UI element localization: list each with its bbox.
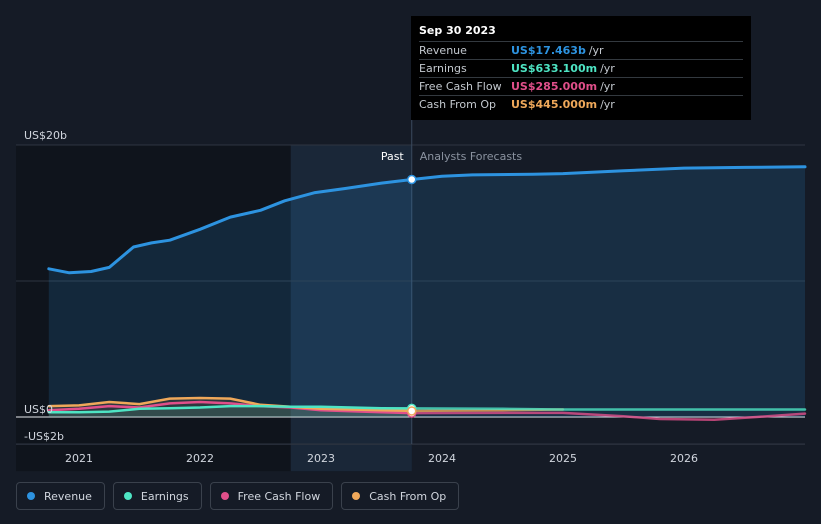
x-tick-label: 2026 (670, 452, 698, 465)
tooltip-row: Revenue US$17.463b/yr (419, 41, 743, 59)
free-cash-flow-forecast-line (410, 411, 807, 421)
tooltip-unit: /yr (600, 98, 615, 111)
y-tick-label: -US$2b (24, 430, 64, 443)
x-tick-label: 2024 (428, 452, 456, 465)
legend-label: Cash From Op (369, 489, 447, 503)
x-tick-label: 2025 (549, 452, 577, 465)
cash-from-op-past-line (47, 396, 414, 413)
revenue-marker (407, 174, 417, 185)
past-label: Past (381, 150, 405, 163)
earnings-forecast-line (410, 407, 807, 411)
legend-item-free-cash-flow[interactable]: Free Cash Flow (209, 482, 334, 510)
revenue-past-line (47, 178, 414, 275)
tooltip-label: Earnings (419, 62, 467, 75)
legend-item-cash-from-op[interactable]: Cash From Op (341, 482, 460, 510)
revenue-forecast-line (410, 165, 807, 181)
legend-dot-icon (123, 492, 132, 500)
forecast-label: Analysts Forecasts (420, 150, 523, 163)
tooltip-unit: /yr (600, 80, 615, 93)
x-tick-label: 2023 (307, 452, 335, 465)
x-tick-label: 2021 (65, 452, 93, 465)
legend-dot-icon (352, 492, 361, 500)
legend-item-earnings[interactable]: Earnings (112, 482, 202, 510)
tooltip-row: Free Cash Flow US$285.000m/yr (419, 77, 743, 95)
legend-label: Revenue (44, 489, 92, 503)
series-area (48, 398, 412, 417)
free-cash-flow-past-line (47, 400, 414, 415)
tooltip-date: Sep 30 2023 (419, 24, 496, 37)
y-tick-label: US$20b (24, 129, 67, 142)
legend: Revenue Earnings Free Cash Flow Cash From O… (16, 482, 460, 510)
tooltip-row: Earnings US$633.100m/yr (419, 59, 743, 77)
revenue-area (48, 166, 806, 417)
tooltip: Sep 30 2023 Revenue US$17.463b/yr Earnings… (411, 16, 751, 120)
legend-label: Earnings (140, 489, 189, 503)
tooltip-unit: /yr (600, 62, 615, 75)
legend-label: Free Cash Flow (237, 489, 321, 503)
tooltip-value: US$285.000m (511, 80, 598, 93)
legend-item-revenue[interactable]: Revenue (16, 482, 105, 510)
tooltip-unit: /yr (588, 44, 604, 57)
tooltip-value: US$445.000m (511, 98, 598, 111)
tooltip-value: US$17.463b (511, 44, 586, 57)
tooltip-row: Cash From Op US$445.000m/yr (419, 95, 743, 113)
cash-from-op-marker (407, 406, 417, 416)
tooltip-label: Revenue (419, 44, 467, 57)
tooltip-label: Free Cash Flow (419, 80, 502, 93)
tooltip-label: Cash From Op (419, 98, 497, 111)
tooltip-value: US$633.100m (511, 62, 598, 75)
y-tick-label: US$0 (24, 403, 53, 416)
earnings-past-line (47, 404, 414, 414)
x-tick-label: 2022 (186, 452, 214, 465)
legend-dot-icon (27, 492, 35, 500)
legend-dot-icon (220, 492, 229, 500)
